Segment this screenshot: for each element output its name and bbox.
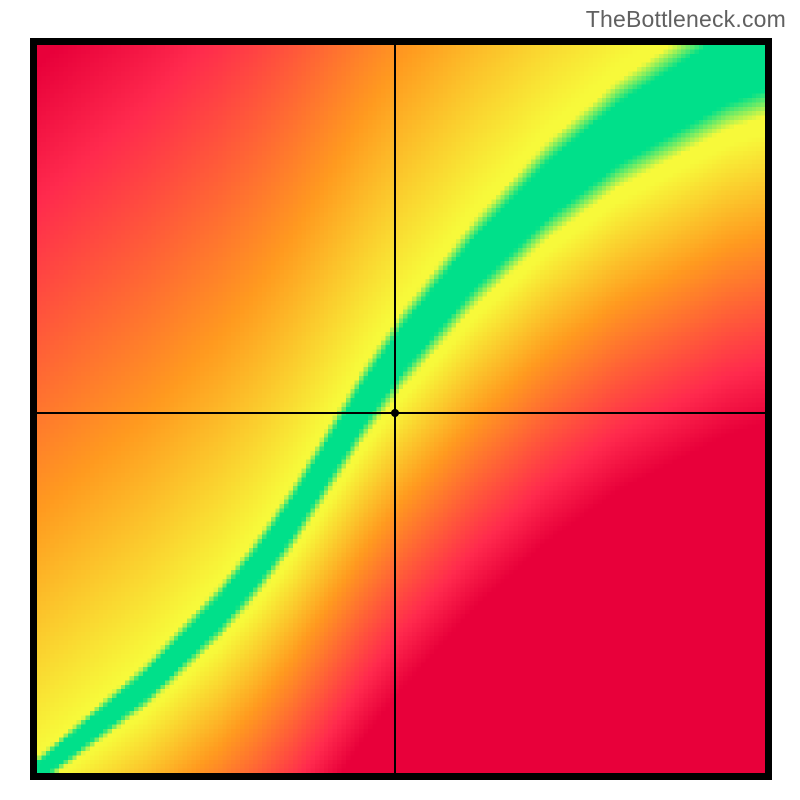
crosshair-horizontal xyxy=(37,412,765,414)
chart-container: TheBottleneck.com xyxy=(0,0,800,800)
heatmap-canvas xyxy=(37,45,765,773)
crosshair-marker xyxy=(391,409,399,417)
watermark-text: TheBottleneck.com xyxy=(586,6,786,33)
heatmap-plot xyxy=(30,38,772,780)
